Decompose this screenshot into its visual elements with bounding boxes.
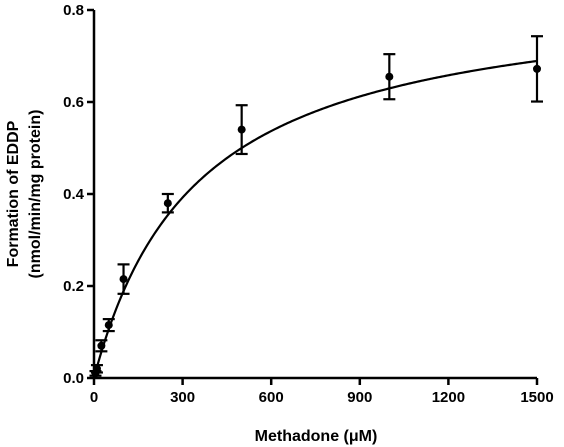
y-tick-label: 0.8 <box>63 2 84 19</box>
x-tick-label: 900 <box>347 389 372 406</box>
fit-curve <box>92 59 538 379</box>
y-axis: 0.0 0.2 0.4 0.6 0.8 <box>63 2 96 387</box>
data-point <box>97 341 106 350</box>
x-tick-label: 600 <box>259 389 284 406</box>
x-ticks: 0 300 600 900 1200 1500 <box>90 378 554 406</box>
data-point <box>119 275 128 284</box>
y-ticks: 0.0 0.2 0.4 0.6 0.8 <box>63 2 94 387</box>
data-points <box>89 35 543 378</box>
x-tick-label: 1200 <box>432 389 465 406</box>
data-point <box>163 199 172 208</box>
y-tick-label: 0.2 <box>63 278 84 295</box>
data-point <box>385 72 394 81</box>
data-point <box>92 364 101 373</box>
y-axis-title-line2: (nmol/min/mg protein) <box>27 110 44 279</box>
y-axis-title-line1: Formation of EDDP <box>5 120 22 267</box>
x-tick-label: 0 <box>90 389 98 406</box>
y-tick-label: 0.0 <box>63 370 84 387</box>
y-tick-label: 0.4 <box>63 186 85 203</box>
x-tick-label: 1500 <box>520 389 553 406</box>
x-axis: 0 300 600 900 1200 1500 <box>90 376 554 406</box>
y-tick-label: 0.6 <box>63 94 84 111</box>
data-point <box>104 321 113 330</box>
x-axis-title: Methadone (μM) <box>255 428 378 445</box>
data-point <box>533 64 541 73</box>
x-tick-label: 300 <box>170 389 195 406</box>
data-point <box>237 125 246 134</box>
